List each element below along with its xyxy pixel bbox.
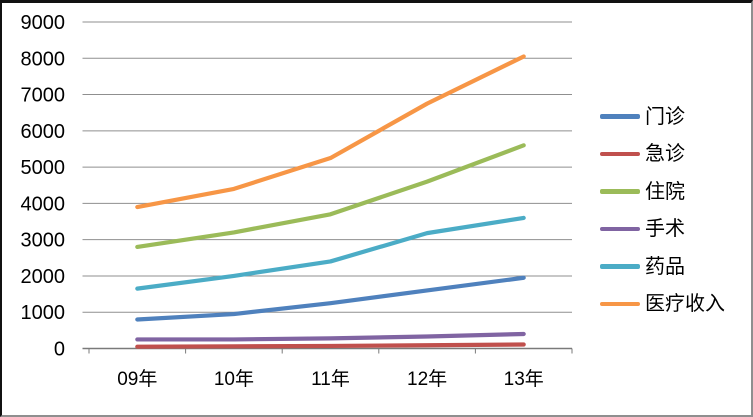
legend-item-label: 门诊 (645, 105, 685, 128)
legend-item: 门诊 (600, 106, 725, 127)
legend-swatch-line (600, 301, 640, 307)
legend-swatch-line (600, 264, 640, 269)
y-axis-tick-label: 0 (54, 339, 65, 361)
legend-item: 药品 (600, 256, 725, 277)
y-axis-tick-label: 1000 (21, 302, 66, 324)
legend-swatch-line (600, 151, 640, 157)
legend-item-label: 药品 (645, 255, 685, 278)
legend-item: 急诊 (600, 144, 725, 165)
series-line-1 (135, 342, 526, 349)
y-axis-tick-label: 9000 (21, 12, 66, 34)
x-axis-tick-label: 13年 (504, 368, 544, 390)
legend-item: 手术 (600, 219, 725, 240)
x-axis-tick-label: 10年 (214, 368, 254, 390)
legend-item-label: 急诊 (645, 143, 685, 165)
chart-legend: 门诊急诊住院手术药品医疗收入 (600, 106, 725, 331)
legend-swatch-line (600, 189, 640, 194)
legend-item-label: 手术 (645, 218, 685, 240)
x-axis-tick-label: 09年 (117, 368, 157, 390)
legend-item-label: 住院 (645, 180, 685, 203)
x-axis-tick-label: 12年 (407, 368, 447, 390)
series-line-4 (135, 215, 526, 291)
y-axis-tick-label: 2000 (21, 266, 66, 288)
y-axis-tick-label: 3000 (21, 230, 66, 252)
series-line-5 (135, 54, 526, 210)
y-axis-tick-label: 8000 (21, 48, 66, 70)
legend-swatch-line (600, 226, 640, 232)
y-axis-tick-label: 6000 (21, 121, 66, 143)
series-line-0 (135, 275, 526, 322)
x-axis-tick-label: 11年 (311, 368, 350, 390)
legend-item: 住院 (600, 181, 725, 202)
y-axis-tick-label: 4000 (21, 193, 66, 215)
legend-swatch-line (600, 114, 640, 119)
y-axis-tick-label: 5000 (21, 157, 66, 179)
legend-item: 医疗收入 (600, 294, 725, 315)
series-line-3 (135, 331, 526, 342)
y-axis-tick-label: 7000 (21, 85, 66, 107)
legend-item-label: 医疗收入 (645, 293, 725, 315)
line-chart: 0 1000 2000 3000 4000 5000 6000 7000 8000 9000 09年… (21, 12, 573, 390)
series-line-2 (135, 143, 526, 250)
